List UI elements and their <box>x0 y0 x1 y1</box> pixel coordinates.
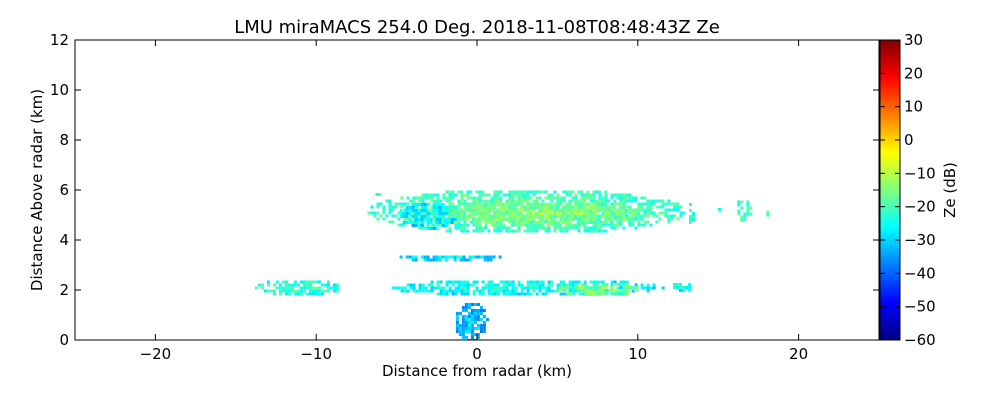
x-tick-label: −10 <box>300 345 332 363</box>
echo-region <box>560 283 639 295</box>
y-axis-ticks: 0 2 4 6 8 10 12 <box>50 31 879 349</box>
y-tick-label: 10 <box>50 81 69 99</box>
echo-region <box>447 203 640 227</box>
y-tick-label: 4 <box>59 231 69 249</box>
colorbar-tick-label: −20 <box>904 198 936 216</box>
colorbar-tick-label: −40 <box>904 264 936 282</box>
echo-region <box>689 203 695 224</box>
colorbar <box>879 39 901 341</box>
colorbar-tick-label: −60 <box>904 331 936 349</box>
echo-region <box>455 303 489 340</box>
echo-region <box>766 210 770 217</box>
colorbar-tick-label: −10 <box>904 164 936 182</box>
colorbar-label: Ze (dB) <box>941 162 959 218</box>
echo-region <box>254 280 339 296</box>
y-axis-label: Distance Above radar (km) <box>28 89 46 291</box>
y-tick-label: 2 <box>59 281 69 299</box>
colorbar-tick-label: −30 <box>904 231 936 249</box>
x-tick-label: −20 <box>140 345 172 363</box>
y-tick-label: 6 <box>59 181 69 199</box>
echo-region <box>737 200 753 222</box>
y-tick-label: 0 <box>59 331 69 349</box>
echo-layer <box>254 190 770 340</box>
echo-region <box>673 283 691 292</box>
colorbar-tick-label: 0 <box>904 131 914 149</box>
colorbar-tick-label: 20 <box>904 64 923 82</box>
echo-region <box>375 193 382 196</box>
x-tick-label: 0 <box>472 345 482 363</box>
y-tick-label: 12 <box>50 31 69 49</box>
colorbar-tick-label: 10 <box>904 98 923 116</box>
x-tick-label: 10 <box>628 345 647 363</box>
colorbar-ticks: 30 20 10 0 −10 −20 −30 −40 −50 −60 <box>880 31 936 349</box>
x-tick-label: 20 <box>789 345 808 363</box>
y-tick-label: 8 <box>59 131 69 149</box>
colorbar-tick-label: 30 <box>904 31 923 49</box>
colorbar-tick-label: −50 <box>904 298 936 316</box>
x-axis-ticks: −20 −10 0 10 20 <box>140 40 808 363</box>
echo-region <box>718 208 721 211</box>
echo-region <box>399 255 502 262</box>
chart-title: LMU miraMACS 254.0 Deg. 2018-11-08T08:48… <box>234 17 720 38</box>
plot-background <box>75 40 879 340</box>
x-axis-label: Distance from radar (km) <box>382 362 572 380</box>
